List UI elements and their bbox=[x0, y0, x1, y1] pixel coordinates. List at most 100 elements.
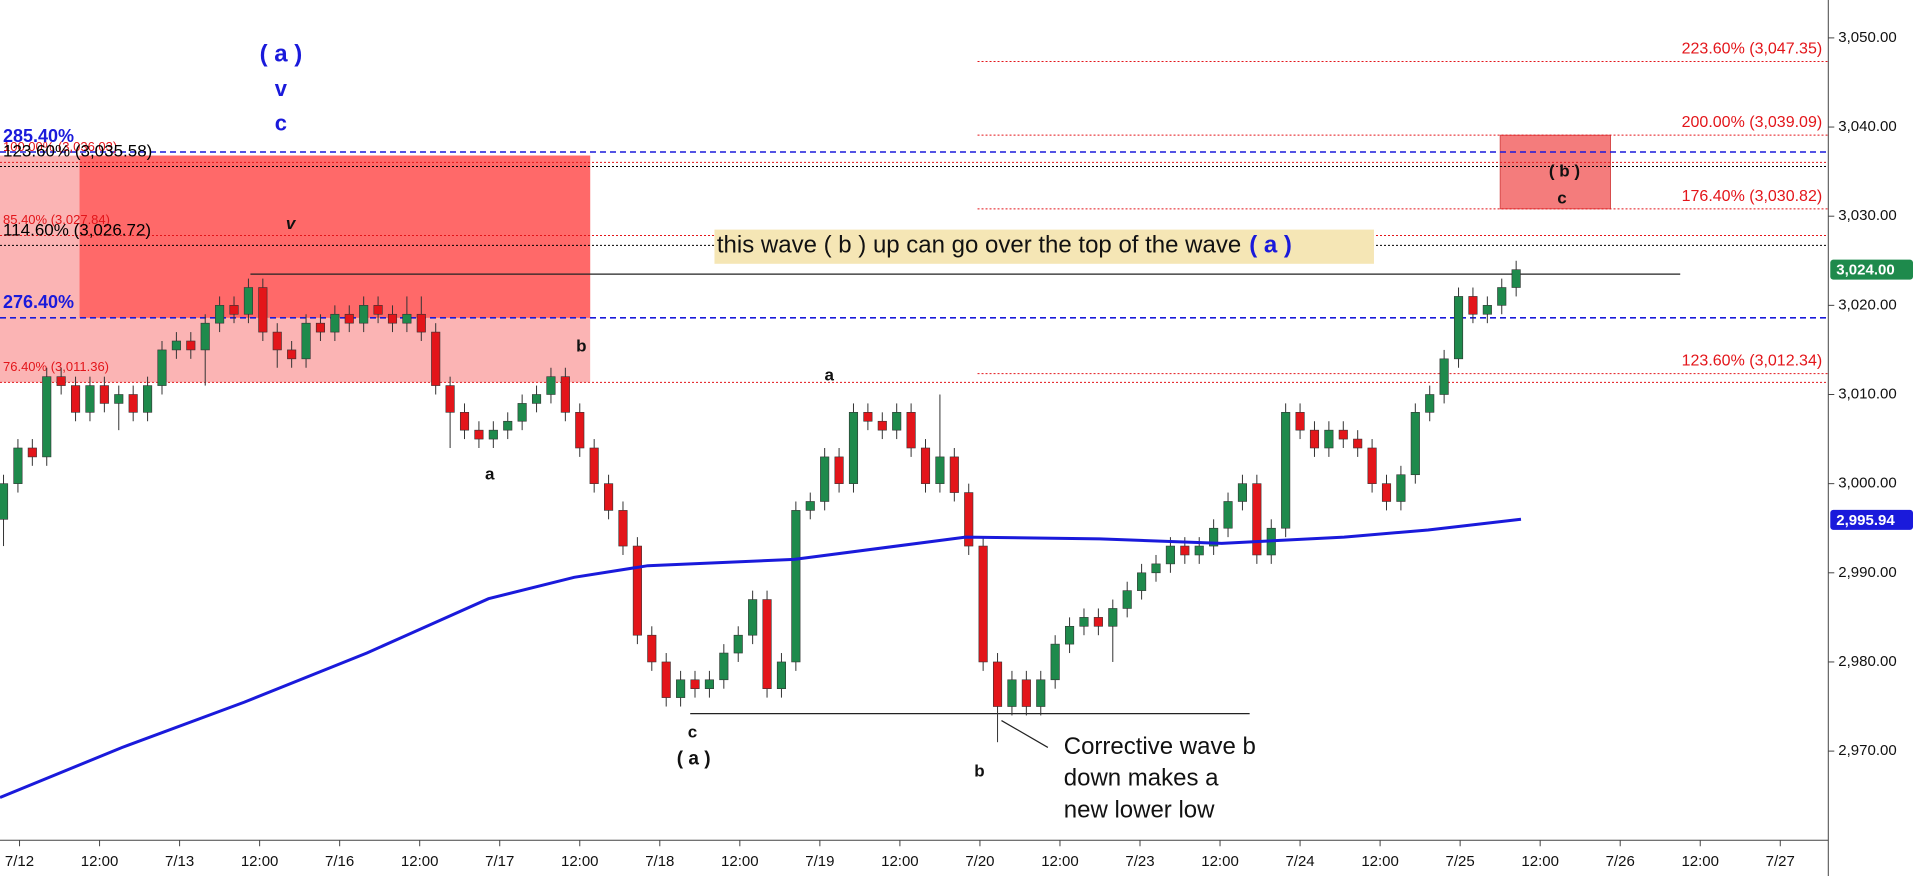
candle-body bbox=[1309, 429, 1320, 449]
level-label: 276.40% bbox=[3, 292, 74, 312]
candle-body bbox=[1468, 296, 1478, 315]
candle-body bbox=[1439, 358, 1449, 395]
candle-body bbox=[13, 447, 23, 484]
level-label: 76.40% (3,011.36) bbox=[3, 359, 109, 374]
zone bbox=[79, 155, 591, 318]
candle-body bbox=[690, 679, 700, 689]
level-label: 114.60% (3,026.72) bbox=[3, 220, 151, 239]
y-tick-label: 3,050.00 bbox=[1838, 29, 1896, 46]
candle-body bbox=[935, 456, 945, 484]
annotation: v bbox=[275, 76, 288, 101]
annotation: ( a ) bbox=[677, 749, 711, 770]
candle-body bbox=[834, 456, 844, 484]
candle-body bbox=[1410, 412, 1420, 476]
callout-box bbox=[714, 229, 1374, 264]
y-tick-label: 2,970.00 bbox=[1838, 742, 1896, 759]
candle-body bbox=[243, 287, 253, 315]
y-tick-label: 3,040.00 bbox=[1838, 118, 1896, 135]
candle-body bbox=[1036, 679, 1046, 707]
candle-body bbox=[604, 483, 614, 511]
candle-body bbox=[776, 661, 786, 689]
candle-body bbox=[99, 385, 109, 404]
candle-body bbox=[733, 634, 743, 654]
candle-body bbox=[488, 429, 498, 440]
candle-body bbox=[992, 661, 1003, 707]
candle-body bbox=[1324, 429, 1334, 449]
x-tick-label: 12:00 bbox=[721, 853, 759, 870]
candle-body bbox=[1353, 438, 1363, 449]
annotation: c bbox=[275, 110, 287, 135]
level-label: 123.60% (3,035.58) bbox=[3, 141, 152, 160]
candle-body bbox=[560, 376, 570, 413]
x-tick-label: 7/24 bbox=[1285, 853, 1314, 870]
candle-body bbox=[546, 376, 556, 395]
candle-body bbox=[315, 322, 326, 333]
fib-label: 223.60% (3,047.35) bbox=[1682, 41, 1823, 58]
last-value-badge bbox=[1830, 509, 1913, 530]
fib-label: 200.00% (3,039.09) bbox=[1682, 114, 1823, 131]
candle-body bbox=[215, 305, 225, 324]
candle-body bbox=[791, 510, 801, 663]
candle-body bbox=[344, 313, 354, 324]
callout-text: this wave ( b ) up can go over the top o… bbox=[717, 232, 1292, 259]
y-tick-label: 2,990.00 bbox=[1838, 564, 1896, 581]
x-tick-label: 12:00 bbox=[1361, 853, 1399, 870]
annotation: new lower low bbox=[1064, 796, 1215, 823]
last-value-badge bbox=[1830, 259, 1913, 280]
candle-body bbox=[272, 331, 282, 351]
candle-body bbox=[42, 376, 52, 458]
candle-body bbox=[157, 349, 167, 386]
candle-body bbox=[1122, 590, 1132, 609]
candle-body bbox=[0, 483, 9, 520]
candle-body bbox=[1079, 617, 1089, 627]
candle-body bbox=[1209, 527, 1219, 547]
annotation: ( b ) bbox=[1549, 162, 1580, 181]
zone bbox=[1499, 134, 1611, 210]
y-tick-label: 3,020.00 bbox=[1838, 296, 1896, 313]
candle-body bbox=[373, 305, 383, 315]
candle-body bbox=[1367, 447, 1377, 484]
candle-body bbox=[445, 385, 455, 413]
candle-body bbox=[1137, 572, 1147, 591]
x-tick-label: 7/17 bbox=[485, 853, 514, 870]
y-tick-label: 2,980.00 bbox=[1838, 653, 1896, 670]
candle-body bbox=[920, 447, 931, 484]
x-tick-label: 7/26 bbox=[1606, 853, 1635, 870]
candle-body bbox=[143, 385, 153, 413]
x-tick-label: 12:00 bbox=[81, 853, 119, 870]
candle-body bbox=[1007, 679, 1017, 707]
annotation: a bbox=[825, 366, 835, 385]
annotation: Corrective wave b bbox=[1064, 733, 1256, 760]
candle-body bbox=[1482, 305, 1492, 315]
candle-body bbox=[676, 679, 686, 698]
candle-body bbox=[416, 313, 426, 333]
x-tick-label: 7/13 bbox=[165, 853, 194, 870]
candle-body bbox=[517, 403, 527, 422]
candle-body bbox=[762, 599, 772, 689]
x-tick-label: 12:00 bbox=[241, 853, 279, 870]
x-tick-label: 12:00 bbox=[1681, 853, 1719, 870]
annotation: b bbox=[576, 336, 586, 355]
fib-label: 123.60% (3,012.34) bbox=[1682, 353, 1823, 370]
x-tick-label: 7/12 bbox=[5, 853, 34, 870]
x-tick-label: 12:00 bbox=[401, 853, 439, 870]
candle-body bbox=[1093, 617, 1103, 627]
candle-body bbox=[474, 429, 484, 440]
candle-body bbox=[287, 349, 297, 360]
axis-panel-bottom bbox=[0, 840, 1915, 876]
x-tick-label: 12:00 bbox=[1041, 853, 1079, 870]
axis-panel bbox=[1828, 0, 1915, 876]
candle-body bbox=[402, 313, 412, 324]
level-label: 100.00% (3,036.03) bbox=[3, 139, 117, 154]
candle-body bbox=[632, 545, 642, 636]
candle-body bbox=[1295, 412, 1305, 431]
candle-body bbox=[618, 510, 628, 547]
candle-body bbox=[1381, 483, 1392, 502]
x-tick-label: 7/25 bbox=[1446, 853, 1475, 870]
candle-body bbox=[503, 420, 513, 431]
candle-body bbox=[431, 331, 441, 386]
x-tick-label: 12:00 bbox=[561, 853, 599, 870]
candle-body bbox=[589, 447, 599, 484]
candle-body bbox=[877, 420, 887, 431]
